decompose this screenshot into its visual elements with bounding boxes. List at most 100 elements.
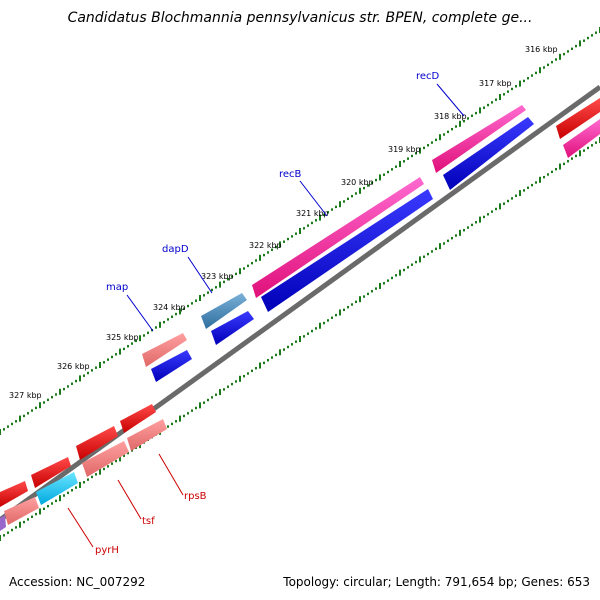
minor-tick — [63, 494, 65, 497]
minor-tick — [127, 345, 129, 348]
minor-tick — [335, 313, 337, 317]
minor-tick — [11, 422, 13, 426]
minor-tick — [587, 36, 589, 40]
minor-tick — [307, 332, 309, 335]
minor-tick — [303, 335, 305, 338]
major-tick — [179, 415, 181, 422]
gene-label-rpsB[interactable]: rpsB — [184, 491, 207, 502]
gene-pyrH-forward[interactable] — [31, 457, 71, 488]
minor-tick — [515, 194, 517, 197]
major-tick — [499, 94, 501, 100]
minor-tick — [471, 114, 473, 117]
minor-tick — [551, 170, 553, 174]
minor-tick — [535, 181, 537, 184]
minor-tick — [323, 321, 325, 325]
major-tick — [539, 176, 541, 183]
gene-label-recD[interactable]: recD — [416, 71, 440, 82]
minor-tick — [383, 173, 385, 176]
gene-recD-forward[interactable] — [432, 105, 526, 173]
gene-label-map[interactable]: map — [106, 282, 128, 293]
major-tick — [239, 375, 241, 382]
minor-tick — [347, 305, 349, 309]
gene-right-edge-2[interactable] — [563, 119, 600, 158]
minor-tick — [83, 481, 85, 484]
minor-tick — [107, 358, 109, 361]
minor-tick — [387, 279, 389, 282]
minor-tick — [235, 272, 237, 276]
minor-tick — [523, 79, 525, 83]
minor-tick — [111, 462, 113, 465]
minor-tick — [391, 168, 393, 171]
gene-label-recB[interactable]: recB — [279, 169, 302, 180]
major-tick — [299, 336, 301, 342]
major-tick — [79, 375, 81, 382]
minor-tick — [155, 326, 157, 329]
minor-tick — [135, 339, 137, 343]
gene-pyrH-reverse[interactable] — [36, 472, 78, 505]
callout-line — [158, 453, 184, 496]
major-tick — [439, 243, 441, 250]
minor-tick — [395, 165, 397, 168]
minor-tick — [63, 387, 65, 391]
callout-line — [67, 507, 94, 548]
minor-tick — [507, 90, 509, 93]
major-tick — [239, 268, 241, 275]
minor-tick — [571, 47, 573, 50]
minor-tick — [263, 253, 265, 257]
gene-left-edge-2[interactable] — [4, 497, 39, 525]
minor-tick — [227, 385, 229, 388]
gene-recB-forward[interactable] — [252, 177, 424, 298]
gene-left-edge-3[interactable] — [0, 515, 6, 531]
minor-tick — [315, 219, 317, 222]
minor-tick — [223, 388, 225, 391]
minor-tick — [431, 141, 433, 144]
minor-tick — [543, 175, 545, 179]
minor-tick — [243, 374, 245, 378]
gene-label-tsf[interactable]: tsf — [142, 516, 155, 527]
gene-recD-reverse[interactable] — [443, 117, 534, 190]
minor-tick — [311, 329, 313, 333]
major-tick — [319, 214, 321, 221]
minor-tick — [271, 356, 273, 359]
gene-dapD-reverse[interactable] — [211, 311, 254, 345]
gene-rpsB-reverse[interactable] — [127, 419, 167, 451]
minor-tick — [543, 66, 545, 69]
minor-tick — [411, 263, 413, 266]
minor-tick — [195, 406, 197, 410]
gene-recB-reverse[interactable] — [261, 189, 433, 312]
major-tick — [379, 174, 381, 181]
minor-tick — [343, 200, 345, 203]
gene-map-reverse[interactable] — [151, 350, 192, 382]
minor-tick — [343, 308, 345, 312]
scale-label: 317 kbp — [479, 79, 512, 88]
minor-tick — [471, 223, 473, 227]
minor-tick — [463, 119, 465, 123]
minor-tick — [15, 526, 17, 529]
minor-tick — [327, 211, 329, 214]
gene-rpsB-forward[interactable] — [120, 404, 156, 433]
gene-label-pyrH[interactable]: pyrH — [95, 545, 119, 556]
minor-tick — [527, 186, 529, 189]
gene-left-edge-1[interactable] — [0, 481, 28, 507]
major-tick — [259, 254, 261, 261]
minor-tick — [15, 420, 17, 423]
minor-tick — [587, 146, 589, 150]
minor-tick — [435, 247, 437, 250]
minor-tick — [411, 154, 413, 158]
backbone — [0, 84, 600, 523]
minor-tick — [75, 486, 77, 489]
gene-map-forward[interactable] — [142, 333, 187, 367]
minor-tick — [275, 245, 277, 249]
major-tick — [399, 269, 401, 276]
map-title: Candidatus Blochmannia pennsylvanicus st… — [67, 10, 533, 26]
gene-tsf-reverse[interactable] — [82, 441, 129, 477]
gene-dapD-forward[interactable] — [201, 293, 247, 329]
callout-line — [126, 294, 154, 332]
minor-tick — [267, 251, 269, 254]
gene-tsf-forward[interactable] — [76, 426, 118, 460]
gene-label-dapD[interactable]: dapD — [162, 244, 189, 255]
gene-right-edge-1[interactable] — [556, 98, 600, 139]
minor-tick — [467, 226, 469, 229]
major-tick — [19, 521, 21, 528]
minor-tick — [371, 181, 373, 184]
